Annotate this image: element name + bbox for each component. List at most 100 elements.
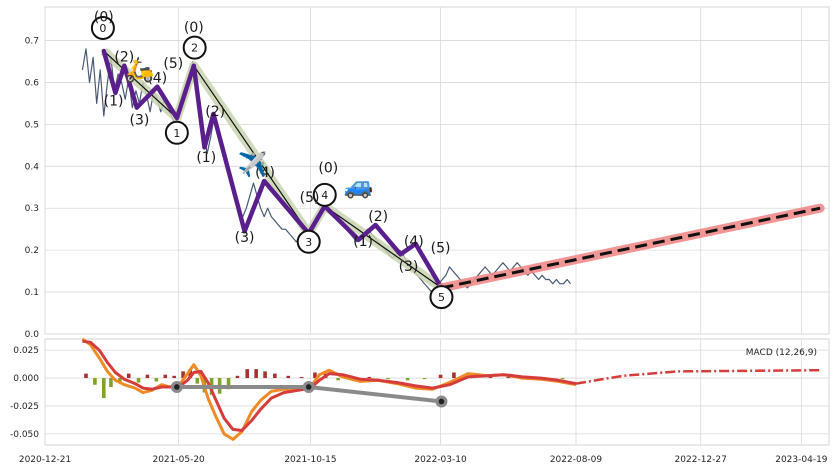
wave-node-circle	[312, 182, 337, 207]
wave-label-group: (0)(2)(4)(5)(1)(3)(0)(2)(1)(4)(3)(5)(0)(…	[94, 10, 451, 275]
histogram-bar	[145, 374, 150, 379]
icon-group: 🛵 ✈️ 🚙	[124, 55, 373, 199]
x-tick-label: 2023-04-19	[775, 455, 828, 465]
wave-label: (0)	[184, 20, 204, 36]
wave-node-label: 0	[99, 22, 106, 35]
wave-label: (1)	[104, 94, 124, 110]
price-panel: 0.0 0.1 0.2 0.3 0.4 0.5 0.6 0.7 0 1 2 3 4 5 (0) (2) (4…	[25, 6, 830, 340]
price-y-axis: 0.0 0.1 0.2 0.3 0.4 0.5 0.6 0.7	[25, 37, 40, 340]
x-tick-label: 2022-03-10	[414, 455, 467, 465]
histogram-bar	[405, 378, 410, 381]
histogram-bar	[438, 374, 443, 379]
histogram-bar	[336, 378, 340, 381]
macd-connector-dot	[305, 384, 312, 390]
wave-node-label: 1	[173, 127, 180, 140]
signal-projection-line	[575, 368, 821, 385]
histogram-bar	[126, 373, 131, 379]
histogram-bar	[154, 378, 159, 382]
projection-group	[437, 203, 825, 293]
histogram-bar	[386, 378, 390, 380]
trend-line	[103, 50, 442, 289]
histogram-bar	[452, 372, 456, 379]
histogram-bar	[102, 378, 106, 399]
wave-label: (3)	[130, 112, 150, 128]
wave-label: (4)	[255, 165, 275, 181]
macd-grid	[44, 339, 829, 445]
histogram-bar	[263, 371, 267, 379]
macd-lines-group	[81, 337, 821, 441]
wave-node-circle	[296, 229, 321, 254]
wave-label: (5)	[163, 56, 183, 72]
price-y-tick-label: 0.3	[25, 204, 39, 214]
histogram-bar	[226, 378, 231, 390]
wave-label: (2)	[114, 50, 134, 66]
histogram-bar	[422, 378, 427, 380]
histogram-bar	[181, 371, 185, 379]
histogram-bar	[235, 375, 240, 379]
price-y-tick-label: 0.1	[25, 288, 39, 298]
wave-node-label: 5	[438, 291, 445, 304]
macd-y-tick-label: 0.025	[13, 346, 39, 356]
x-tick-label: 2020-12-21	[19, 455, 71, 465]
macd-connector-dot	[174, 384, 180, 390]
histogram-bar	[299, 376, 304, 379]
x-tick-label: 2021-05-20	[152, 455, 205, 465]
macd-connector-dot	[438, 398, 445, 405]
wave-label: (0)	[94, 10, 114, 26]
wave-label: (3)	[235, 230, 255, 246]
wave-label: (3)	[399, 259, 419, 275]
signal-line	[82, 339, 577, 432]
wave-label: (2)	[205, 104, 225, 120]
histogram-bar	[84, 373, 88, 379]
macd-y-tick-label: -0.050	[10, 430, 39, 440]
price-y-tick-label: 0.0	[25, 330, 40, 340]
histogram-bar	[286, 375, 291, 379]
x-tick-label: 2022-08-09	[550, 455, 603, 465]
histogram-bar	[188, 369, 193, 379]
macd-title: MACD (12,26,9)	[746, 348, 817, 358]
wave-label: (0)	[318, 161, 338, 177]
wave-node-circle	[182, 35, 207, 60]
macd-line	[81, 337, 577, 441]
projection-line	[441, 206, 821, 290]
macd-plot-area	[44, 338, 830, 446]
price-y-tick-label: 0.7	[25, 37, 39, 47]
histogram-bar	[506, 376, 511, 379]
wave-label: (1)	[353, 234, 373, 250]
wave-group	[101, 48, 444, 291]
histogram-bar	[488, 376, 493, 379]
wave-node-label: 3	[305, 236, 312, 249]
wave-label: (4)	[147, 70, 167, 86]
histogram-bar	[93, 378, 97, 385]
trend-group	[100, 47, 445, 292]
price-y-tick-label: 0.6	[25, 78, 40, 88]
price-y-tick-label: 0.2	[25, 246, 39, 256]
histogram-bar	[560, 378, 565, 380]
x-tick-label: 2021-10-15	[284, 455, 336, 465]
airplane-icon: ✈️	[238, 150, 268, 179]
histogram-bar	[195, 378, 200, 384]
histogram-bar	[313, 372, 317, 379]
wave-label: (5)	[300, 190, 320, 206]
macd-panel: 0.025 0.000 -0.025 -0.050 MACD (12,26,9)	[10, 337, 830, 446]
wave-node-label: 4	[321, 189, 328, 202]
wave-node-circle	[90, 15, 115, 40]
wave-label: (4)	[404, 234, 424, 250]
x-tick-label: 2022-12-27	[675, 455, 727, 465]
car-icon: 🚙	[344, 172, 374, 200]
wave-node-label: 2	[191, 42, 198, 55]
histogram-bar	[163, 374, 168, 379]
macd-connector-group	[170, 380, 448, 408]
macd-y-tick-label: -0.025	[10, 402, 39, 412]
wave-label: (2)	[368, 209, 388, 225]
histogram-bar	[172, 375, 176, 379]
histogram-bar	[367, 376, 372, 379]
wave-node-circle	[164, 120, 189, 145]
price-y-tick-label: 0.4	[25, 162, 40, 172]
macd-y-tick-label: 0.000	[13, 374, 39, 384]
wave-node-circle	[429, 285, 454, 310]
macd-y-axis: 0.025 0.000 -0.025 -0.050	[10, 346, 39, 440]
scooter-icon: 🛵	[124, 55, 154, 83]
histogram-bar	[109, 378, 113, 387]
